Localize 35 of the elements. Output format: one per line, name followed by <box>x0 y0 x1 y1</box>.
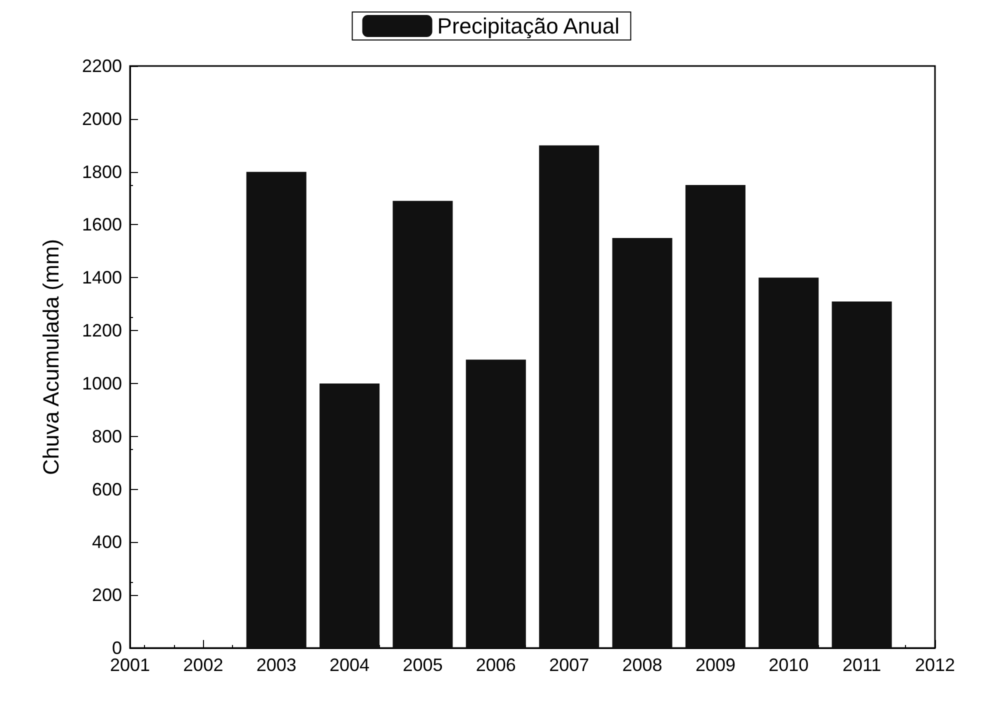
x-tick-label: 2002 <box>183 655 224 675</box>
bar <box>392 200 453 648</box>
bar <box>758 278 819 648</box>
y-tick-label: 1400 <box>82 268 122 288</box>
y-tick-label: 2000 <box>82 108 122 129</box>
bar <box>612 238 672 648</box>
legend-label: Precipitação Anual <box>437 14 620 38</box>
y-tick-label: 400 <box>92 532 122 552</box>
y-tick-label: 2200 <box>82 56 122 76</box>
y-tick-label: 1600 <box>82 214 122 235</box>
y-tick-label: 0 <box>112 638 122 658</box>
x-tick-label: 2008 <box>622 655 662 675</box>
y-tick-label: 600 <box>92 479 122 500</box>
bar <box>246 172 306 648</box>
x-tick-label: 2012 <box>914 655 956 675</box>
y-tick-label: 200 <box>92 585 122 606</box>
x-tick-label: 2011 <box>842 655 882 675</box>
x-tick-label: 2006 <box>476 655 516 675</box>
bar <box>832 301 892 648</box>
x-tick-label: 2007 <box>549 655 590 675</box>
x-tick-label: 2010 <box>768 655 809 675</box>
bar <box>539 145 600 648</box>
y-axis-title: Chuva Acumulada (mm) <box>38 239 64 475</box>
x-tick-label: 2009 <box>695 655 736 675</box>
y-tick-label: 800 <box>92 426 122 446</box>
x-tick-label: 2003 <box>256 655 296 675</box>
bar <box>466 360 526 648</box>
bar <box>685 185 746 648</box>
x-tick-label: 2001 <box>110 655 150 675</box>
x-tick-label: 2004 <box>330 655 370 675</box>
y-tick-label: 1200 <box>82 320 122 341</box>
bar <box>320 383 380 648</box>
x-tick-label: 2005 <box>402 655 443 675</box>
y-tick-label: 1000 <box>82 373 122 394</box>
y-tick-label: 1800 <box>82 162 122 182</box>
